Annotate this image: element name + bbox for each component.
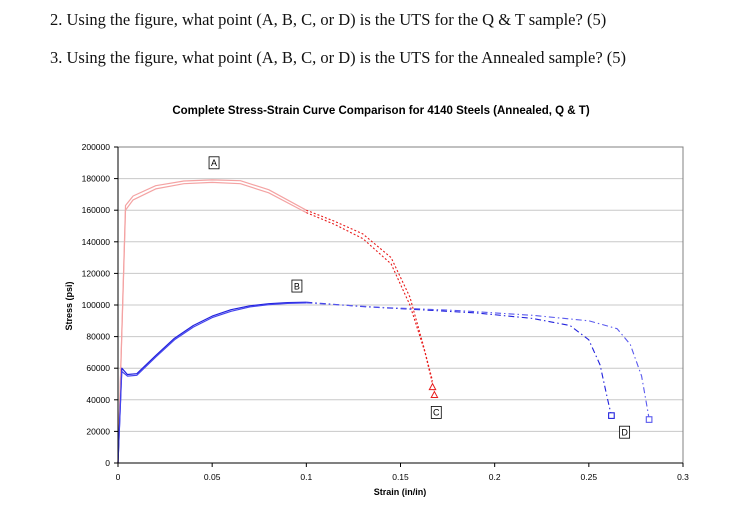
point-label-text: C	[433, 408, 440, 418]
point-label-text: B	[294, 281, 300, 291]
series-line	[306, 301, 612, 416]
series-line	[306, 209, 434, 381]
y-tick-label: 0	[105, 458, 110, 468]
question-2: 2. Using the figure, what point (A, B, C…	[50, 10, 607, 29]
square-marker	[645, 416, 653, 423]
point-label-box	[430, 406, 442, 419]
triangle-marker	[430, 390, 439, 399]
x-tick-label: 0.05	[204, 472, 221, 482]
y-tick-label: 180000	[82, 174, 111, 184]
x-tick-label: 0.25	[581, 472, 598, 482]
point-label-box	[208, 156, 220, 170]
x-tick-label: 0.3	[677, 472, 689, 482]
question-3: 3. Using the figure, what point (A, B, C…	[50, 48, 627, 67]
grid-lines	[118, 146, 683, 432]
square-marker	[608, 412, 615, 419]
point-label-text: D	[621, 427, 628, 437]
x-axis-label: Strain (in/in)	[374, 487, 427, 497]
point-label-box	[291, 279, 303, 293]
y-tick-label: 80000	[86, 332, 110, 342]
chart-title: Complete Stress-Strain Curve Comparison …	[172, 105, 589, 117]
x-tick-label: 0.2	[489, 472, 501, 482]
series-line	[117, 301, 307, 464]
y-tick-label: 140000	[82, 237, 111, 247]
y-tick-label: 20000	[86, 426, 110, 436]
series-line	[306, 212, 435, 393]
series-line	[117, 302, 307, 464]
triangle-marker	[428, 382, 437, 391]
y-tick-label: 200000	[82, 142, 111, 152]
series-line	[117, 179, 307, 464]
y-axis-label: Stress (psi)	[64, 281, 74, 330]
y-tick-label: 160000	[82, 205, 111, 215]
y-tick-label: 100000	[82, 300, 111, 310]
x-tick-label: 0	[116, 472, 121, 482]
annotation-layer: A B C D	[208, 156, 631, 439]
series-layer	[117, 179, 650, 464]
series-line	[306, 302, 650, 419]
y-tick-label: 120000	[82, 268, 111, 278]
x-tick-label: 0.1	[300, 472, 312, 482]
tick-label-layer: 0 20000 40000 60000 80000 100000 120000 140000 1…	[82, 142, 690, 482]
y-tick-label: 60000	[86, 363, 110, 373]
point-label-text: A	[211, 158, 217, 168]
series-line	[117, 181, 307, 464]
x-tick-label: 0.15	[392, 472, 409, 482]
y-tick-label: 40000	[86, 395, 110, 405]
point-label-box	[619, 425, 631, 439]
marker-layer	[428, 382, 653, 423]
